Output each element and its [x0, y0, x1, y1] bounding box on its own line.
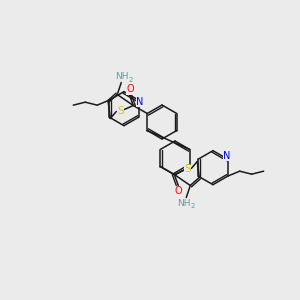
Text: 2: 2	[128, 76, 133, 82]
Text: S: S	[117, 106, 124, 116]
Text: N: N	[223, 151, 230, 161]
Text: NH: NH	[178, 199, 191, 208]
Text: NH: NH	[116, 72, 129, 81]
Text: O: O	[127, 85, 134, 94]
Text: 2: 2	[190, 203, 194, 209]
Text: N: N	[136, 97, 143, 107]
Text: S: S	[184, 164, 190, 175]
Text: O: O	[175, 187, 182, 196]
